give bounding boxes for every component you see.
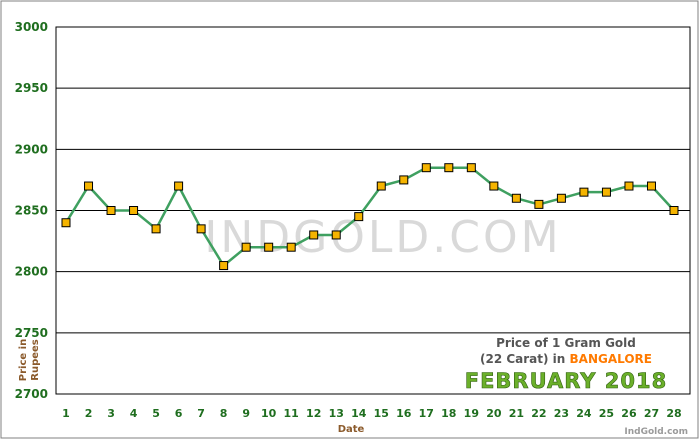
x-tick-label-21: 21 (509, 407, 524, 420)
y-tick-label-2700: 2700 (15, 387, 48, 401)
data-point-9 (241, 242, 251, 252)
x-tick-label-7: 7 (197, 407, 205, 420)
x-tick-label-18: 18 (441, 407, 456, 420)
y-tick-label-2800: 2800 (15, 265, 48, 279)
x-tick-label-20: 20 (486, 407, 502, 420)
y-axis-title-line1: Price in (18, 339, 29, 381)
credit-text: IndGold.com (624, 427, 688, 437)
y-tick-label-2850: 2850 (15, 204, 48, 218)
data-point-13 (331, 230, 341, 240)
x-tick-label-28: 28 (666, 407, 681, 420)
legend-line1: Price of 1 Gram Gold (496, 336, 636, 350)
x-tick-label-1: 1 (62, 407, 70, 420)
legend-city: BANGALORE (570, 352, 652, 366)
data-point-12 (309, 230, 319, 240)
x-tick-label-9: 9 (242, 407, 250, 420)
data-point-10 (264, 242, 274, 252)
legend-month: FEBRUARY 2018 (465, 369, 668, 393)
y-tick-label-2900: 2900 (15, 142, 48, 156)
data-point-4 (129, 206, 139, 215)
y-tick-label-2750: 2750 (15, 326, 48, 340)
data-point-7 (196, 224, 206, 234)
data-point-3 (106, 206, 116, 215)
x-tick-label-10: 10 (261, 407, 277, 420)
data-point-24 (579, 187, 589, 197)
data-point-16 (399, 175, 409, 185)
data-point-15 (376, 181, 386, 191)
x-tick-label-23: 23 (554, 407, 569, 420)
data-point-28 (669, 206, 679, 215)
data-point-25 (601, 187, 611, 197)
data-point-8 (219, 261, 229, 271)
data-point-17 (421, 163, 431, 173)
x-tick-label-24: 24 (576, 407, 592, 420)
x-tick-label-8: 8 (220, 407, 228, 420)
data-point-19 (466, 163, 476, 173)
x-tick-label-3: 3 (107, 407, 115, 420)
x-tick-label-12: 12 (306, 407, 321, 420)
x-tick-label-17: 17 (419, 407, 434, 420)
data-point-2 (84, 181, 94, 191)
y-tick-label-3000: 3000 (15, 20, 48, 34)
x-tick-label-27: 27 (644, 407, 659, 420)
x-tick-label-2: 2 (85, 407, 93, 420)
data-point-20 (489, 181, 499, 191)
x-tick-label-4: 4 (130, 407, 138, 420)
data-point-23 (556, 193, 566, 203)
x-tick-label-26: 26 (621, 407, 637, 420)
data-point-6 (174, 181, 184, 191)
x-tick-label-16: 16 (396, 407, 412, 420)
y-tick-label-2950: 2950 (15, 81, 48, 95)
x-tick-label-25: 25 (599, 407, 614, 420)
legend-line2: (22 Carat) in BANGALORE (480, 352, 652, 366)
x-tick-label-19: 19 (464, 407, 479, 420)
x-tick-label-6: 6 (175, 407, 183, 420)
data-point-21 (511, 193, 521, 203)
y-axis-title-line2: Rupees (30, 339, 41, 381)
x-tick-label-15: 15 (374, 407, 389, 420)
series-line (64, 166, 675, 267)
x-tick-label-14: 14 (351, 407, 367, 420)
data-point-22 (534, 199, 544, 209)
x-tick-label-5: 5 (152, 407, 160, 420)
data-point-5 (151, 224, 161, 234)
x-tick-label-11: 11 (284, 407, 299, 420)
watermark-text: INDGOLD.COM (204, 212, 561, 263)
data-point-18 (444, 163, 454, 173)
legend-line2-prefix: (22 Carat) in (480, 352, 570, 366)
data-point-1 (61, 218, 71, 228)
x-tick-label-22: 22 (531, 407, 546, 420)
x-axis-title: Date (338, 424, 365, 435)
data-point-26 (624, 181, 634, 191)
data-point-11 (286, 242, 296, 252)
data-point-27 (646, 181, 656, 191)
x-tick-label-13: 13 (329, 407, 344, 420)
data-point-14 (354, 212, 364, 222)
